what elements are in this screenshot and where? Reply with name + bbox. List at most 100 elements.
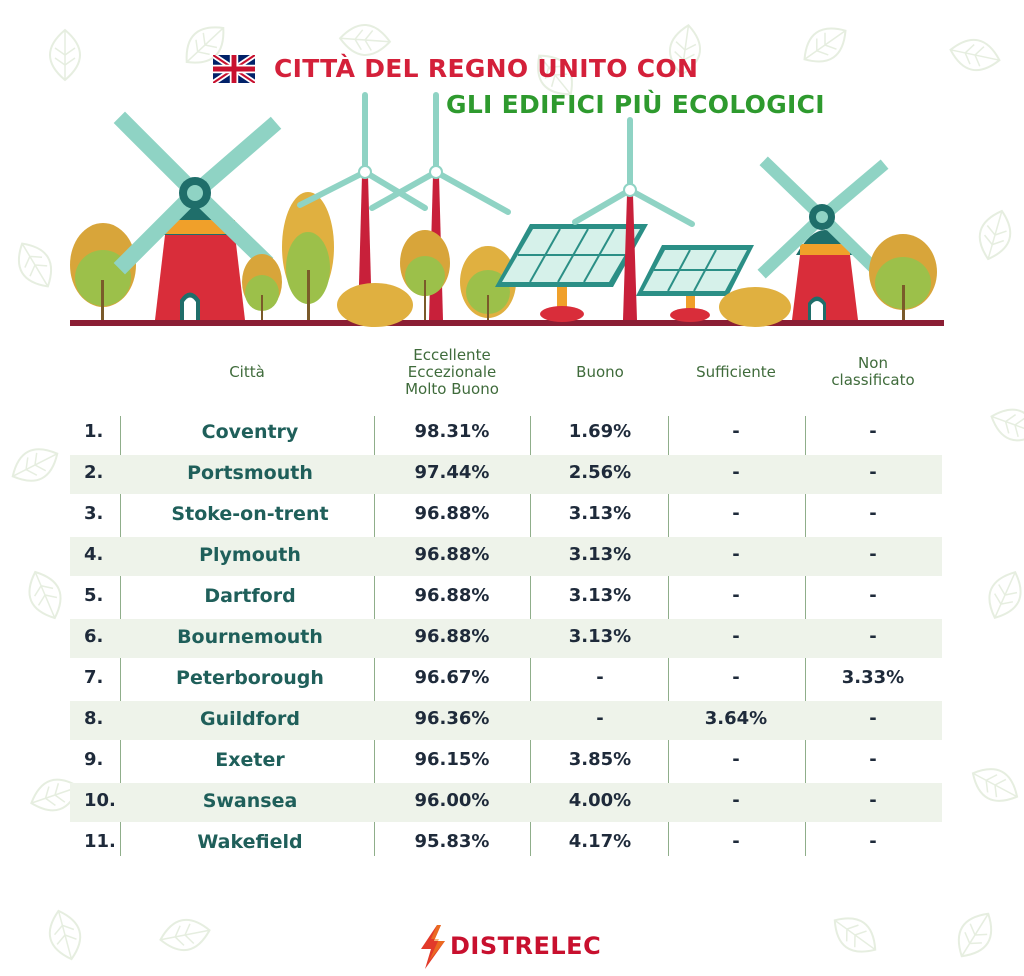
cell-excellent: 96.36% [414, 708, 490, 729]
rank-label: 10. [84, 790, 116, 811]
table-row [70, 783, 942, 822]
column-header-sufficient: Sufficiente [671, 362, 801, 381]
leaf-icon [48, 909, 82, 961]
column-header-line: Città [229, 362, 265, 381]
rank-label: 4. [84, 544, 104, 565]
wind-turbine-icon [572, 117, 695, 320]
bolt-icon [421, 925, 445, 969]
column-header-line: Eccellente [413, 345, 491, 364]
cell-sufficient: 3.64% [704, 708, 768, 729]
rank-label: 1. [84, 421, 104, 442]
cell-unrated: - [869, 749, 877, 770]
leaf-icon [49, 28, 81, 82]
leaf-icon [159, 918, 211, 952]
cell-excellent: 96.88% [414, 585, 490, 606]
windmill-icon [757, 156, 889, 320]
leaf-icon [668, 23, 702, 77]
cell-sufficient: - [732, 749, 740, 770]
table-row [70, 537, 942, 576]
column-header-line: Sufficiente [696, 362, 776, 381]
tree-icon [282, 192, 334, 320]
leaf-icon [28, 570, 62, 620]
city-name: Stoke-on-trent [171, 503, 329, 525]
table-row [70, 701, 942, 740]
column-header-line: Eccezionale [407, 362, 497, 381]
cell-good: 4.17% [568, 831, 632, 852]
city-name: Coventry [201, 421, 299, 443]
cell-good: 3.13% [568, 503, 632, 524]
cell-sufficient: - [732, 544, 740, 565]
rank-label: 2. [84, 462, 104, 483]
cell-unrated: - [869, 585, 877, 606]
leaf-icon [185, 26, 225, 64]
cell-unrated: - [869, 831, 877, 852]
city-name: Plymouth [199, 544, 301, 566]
solar-panel-icon [495, 224, 648, 322]
cell-sufficient: - [732, 421, 740, 442]
tree-icon [337, 230, 516, 327]
column-header-line: classificato [831, 371, 915, 389]
city-name: Guildford [199, 708, 301, 730]
table-row [70, 619, 942, 658]
cell-excellent: 96.88% [414, 544, 490, 565]
leaf-icon [990, 408, 1024, 442]
cell-unrated: - [869, 626, 877, 647]
table-row [70, 455, 942, 494]
cell-good: 3.13% [568, 585, 632, 606]
cell-excellent: 96.15% [414, 749, 490, 770]
cell-unrated: - [869, 462, 877, 483]
cell-excellent: 97.44% [414, 462, 490, 483]
cell-good: - [596, 708, 604, 729]
cell-excellent: 98.31% [414, 421, 490, 442]
tree-icon [242, 254, 282, 320]
leaf-icon [957, 912, 993, 958]
cell-good: 3.85% [568, 749, 632, 770]
city-name: Dartford [204, 585, 296, 607]
cell-excellent: 96.00% [414, 790, 490, 811]
cell-excellent: 95.83% [414, 831, 490, 852]
leaf-icon [988, 570, 1022, 620]
cell-sufficient: - [732, 462, 740, 483]
ground-line [70, 320, 944, 326]
cell-unrated: - [869, 790, 877, 811]
column-header-line: Buono [576, 362, 624, 381]
cell-sufficient: - [732, 831, 740, 852]
windmill-icon [113, 111, 282, 320]
column-header-line: Non [858, 354, 888, 372]
column-header-unrated: Non classificato [808, 355, 938, 389]
cell-sufficient: - [732, 503, 740, 524]
tree-icon [869, 234, 937, 320]
rank-label: 11. [84, 831, 116, 852]
column-header-line: Molto Buono [405, 379, 499, 398]
brand-logo-text: DISTRELEC [450, 932, 602, 960]
cell-sufficient: - [732, 585, 740, 606]
cell-excellent: 96.67% [414, 667, 490, 688]
solar-panel-icon [636, 245, 754, 322]
city-name: Exeter [215, 749, 285, 771]
leaf-icon [17, 242, 53, 288]
cell-good: 3.13% [568, 544, 632, 565]
column-header-city: Città [147, 362, 347, 381]
leaf-icon [833, 917, 877, 953]
cell-unrated: - [869, 544, 877, 565]
column-header-excellent: Eccellente Eccezionale Molto Buono [377, 345, 527, 398]
cell-unrated: - [869, 708, 877, 729]
rank-label: 7. [84, 667, 104, 688]
cell-good: 2.56% [568, 462, 632, 483]
leaf-icon [978, 209, 1012, 261]
green-energy-illustration [70, 92, 944, 327]
leaf-icon [971, 768, 1019, 802]
rank-label: 6. [84, 626, 104, 647]
cell-good: 4.00% [568, 790, 632, 811]
column-header-good: Buono [535, 362, 665, 381]
cell-good: 3.13% [568, 626, 632, 647]
city-name: Peterborough [176, 667, 324, 689]
leaf-icon [537, 54, 573, 96]
city-name: Portsmouth [187, 462, 313, 484]
title-line-1: CITTÀ DEL REGNO UNITO CON [274, 54, 699, 83]
city-name: Swansea [202, 790, 298, 812]
uk-flag-icon [213, 55, 255, 83]
city-name: Wakefield [197, 831, 303, 853]
cell-good: 1.69% [568, 421, 632, 442]
city-name: Bournemouth [177, 626, 323, 648]
